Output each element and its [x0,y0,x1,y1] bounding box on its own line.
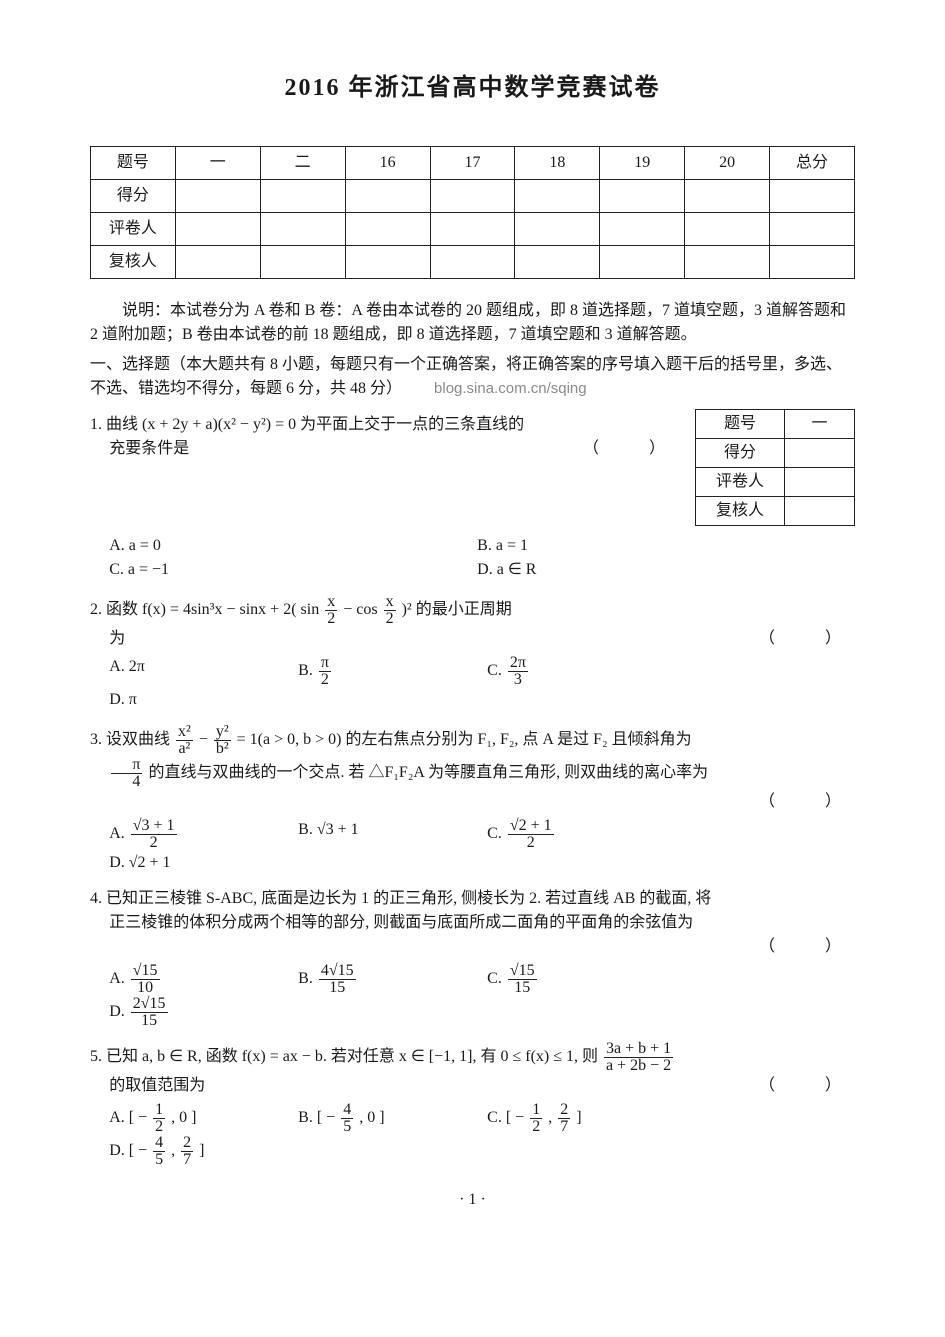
answer-paren: （ ） [740,627,847,651]
watermark-text: blog.sina.com.cn/sqing [434,380,587,397]
answer-paren: （ ） [759,790,847,814]
opt-a: A. √3 + 12 [109,818,288,851]
score-row: 评卷人 [91,213,855,246]
th-col: 18 [515,147,600,180]
answer-paren: （ ） [564,437,671,461]
opt-d: D. √2 + 1 [109,851,288,875]
q1-options: A. a = 0 B. a = 1 C. a = −1 D. a ∈ R [109,534,855,582]
q4-options: A. √1510 B. 4√1515 C. √1515 D. 2√1515 [109,963,855,1029]
question-1: 题号一 得分 评卷人 复核人 1. 曲线 (x + 2y + a)(x² − y… [90,413,855,582]
score-row: 复核人 [91,246,855,279]
page-title: 2016 年浙江省高中数学竞赛试卷 [90,70,855,106]
th-col: 20 [685,147,770,180]
question-4: 4. 已知正三棱锥 S-ABC, 底面是边长为 1 的正三角形, 侧棱长为 2.… [90,887,855,1029]
instructions: 说明：本试卷分为 A 卷和 B 卷：A 卷由本试卷的 20 题组成，即 8 道选… [90,299,855,347]
opt-b: B. √3 + 1 [298,818,477,851]
opt-d: D. π [109,688,288,712]
opt-a: A. [ − 12 , 0 ] [109,1102,288,1135]
opt-c: C. a = −1 [109,558,467,582]
q5-options: A. [ − 12 , 0 ] B. [ − 45 , 0 ] C. [ − 1… [109,1102,855,1168]
opt-c: C. √1515 [487,963,666,996]
q2-options: A. 2π B. π2 C. 2π3 D. π [109,655,855,712]
frac-x-over-2: x2 [384,594,396,627]
section-score-table: 题号一 得分 评卷人 复核人 [695,409,855,526]
question-3: 3. 设双曲线 x²a² − y²b² = 1(a > 0, b > 0) 的左… [90,724,855,875]
question-2: 2. 函数 f(x) = 4sin³x − sinx + 2( sin x2 −… [90,594,855,712]
opt-b: B. a = 1 [477,534,835,558]
q4-paren-line: （ ） [90,935,855,959]
score-row: 得分 [91,180,855,213]
opt-c: C. 2π3 [487,655,666,688]
q3-options: A. √3 + 12 B. √3 + 1 C. √2 + 12 D. √2 + … [109,818,855,875]
answer-paren: （ ） [759,935,847,959]
opt-d: D. a ∈ R [477,558,835,582]
section-heading: 一、选择题（本大题共有 8 小题，每题只有一个正确答案，将正确答案的序号填入题干… [90,353,855,401]
opt-b: B. π2 [298,655,477,688]
opt-c: C. [ − 12 , 27 ] [487,1102,666,1135]
opt-d: D. [ − 45 , 27 ] [109,1135,288,1168]
q2-line2: 为 （ ） [90,627,855,651]
score-table: 题号 一 二 16 17 18 19 20 总分 得分 评卷人 复核人 [90,146,855,279]
frac-x-over-2: x2 [325,594,337,627]
q2-line1: 2. 函数 f(x) = 4sin³x − sinx + 2( sin x2 −… [90,594,855,627]
th-col: 一 [175,147,260,180]
opt-a: A. 2π [109,655,288,688]
th-col: 总分 [770,147,855,180]
opt-d: D. 2√1515 [109,996,288,1029]
q3-paren-line: （ ） [90,790,855,814]
opt-b: B. [ − 45 , 0 ] [298,1102,477,1135]
q4-line2: 正三棱锥的体积分成两个相等的部分, 则截面与底面所成二面角的平面角的余弦值为 [90,911,855,935]
q3-line2: π4 的直线与双曲线的一个交点. 若 △F₁F₂A 为等腰直角三角形, 则双曲线… [90,757,855,790]
q4-line1: 4. 已知正三棱锥 S-ABC, 底面是边长为 1 的正三角形, 侧棱长为 2.… [90,887,855,911]
opt-a: A. a = 0 [109,534,467,558]
question-5: 5. 已知 a, b ∈ R, 函数 f(x) = ax − b. 若对任意 x… [90,1041,855,1168]
q5-line1: 5. 已知 a, b ∈ R, 函数 f(x) = ax − b. 若对任意 x… [90,1041,855,1074]
th-col: 19 [600,147,685,180]
th-label: 题号 [91,147,176,180]
th-col: 17 [430,147,515,180]
opt-c: C. √2 + 12 [487,818,666,851]
th-col: 二 [260,147,345,180]
th-col: 16 [345,147,430,180]
answer-paren: （ ） [740,1074,847,1098]
opt-b: B. 4√1515 [298,963,477,996]
opt-a: A. √1510 [109,963,288,996]
q3-line1: 3. 设双曲线 x²a² − y²b² = 1(a > 0, b > 0) 的左… [90,724,855,757]
exam-page: 2016 年浙江省高中数学竞赛试卷 题号 一 二 16 17 18 19 20 … [0,0,945,1337]
q5-line2: 的取值范围为 （ ） [90,1074,855,1098]
page-number: · 1 · [90,1188,855,1212]
